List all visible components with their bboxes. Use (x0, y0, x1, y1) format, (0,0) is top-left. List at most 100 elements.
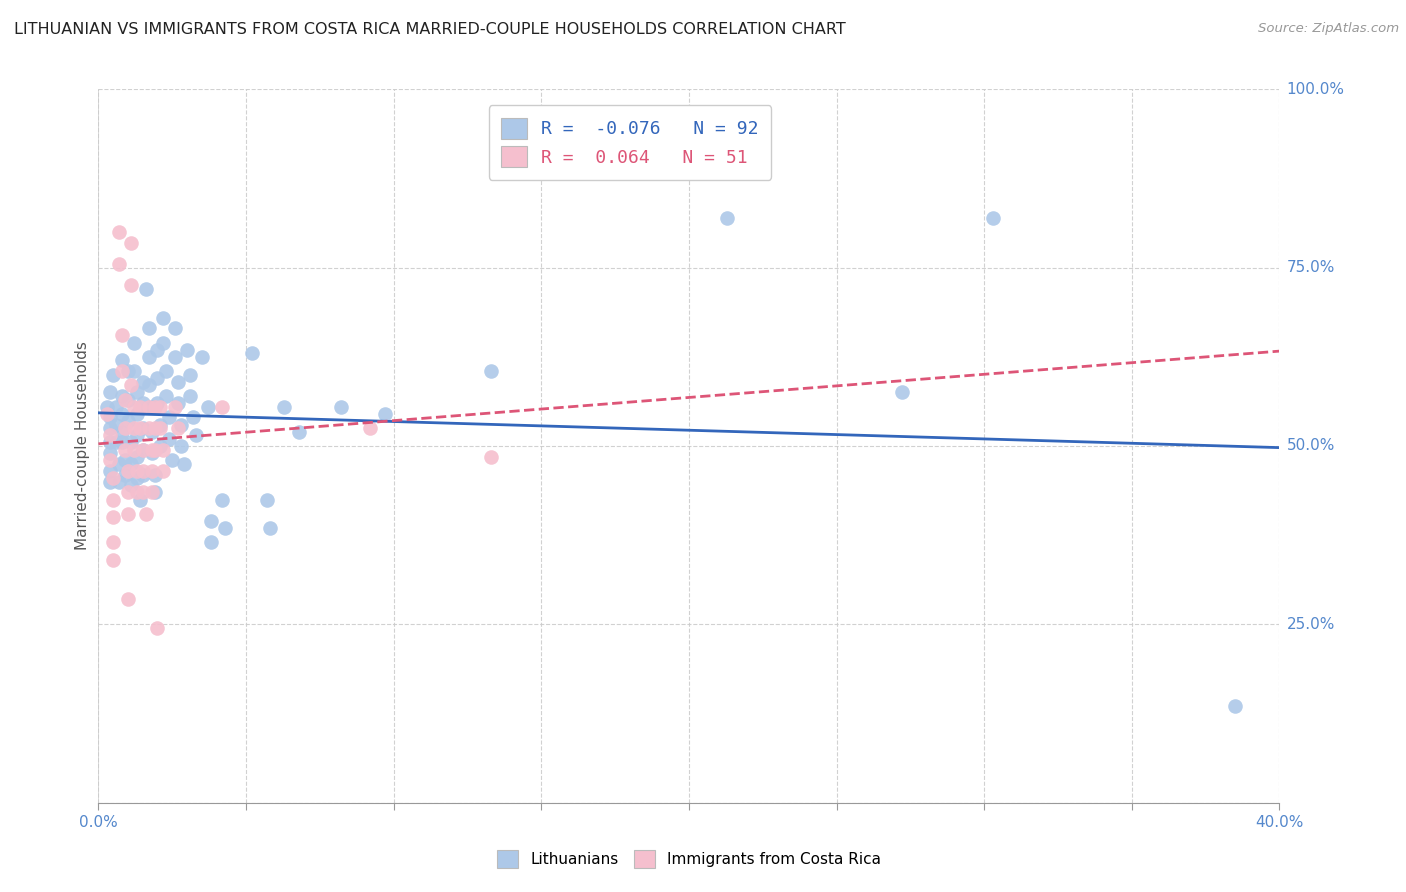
Point (132, 396, 155, 410)
Point (120, 278, 142, 293)
Point (157, 410, 180, 425)
Point (329, 400, 352, 414)
Point (613, 146, 636, 161)
Point (167, 396, 190, 410)
Point (105, 435, 128, 450)
Point (120, 235, 142, 250)
Point (170, 439, 193, 453)
Point (114, 421, 136, 435)
Point (120, 478, 142, 492)
Point (138, 421, 160, 435)
Point (117, 507, 139, 521)
Point (122, 364, 145, 378)
Point (179, 389, 201, 403)
Point (105, 400, 128, 414)
Point (143, 400, 166, 414)
Point (273, 400, 295, 414)
Point (98, 446, 121, 460)
Point (981, 211, 1004, 225)
Point (98, 385, 121, 400)
Point (114, 392, 136, 407)
Point (138, 321, 160, 335)
Point (117, 414, 139, 428)
Point (114, 467, 136, 482)
Y-axis label: Married-couple Households: Married-couple Households (75, 342, 90, 550)
Point (479, 450, 502, 464)
Point (165, 321, 187, 335)
Point (117, 392, 139, 407)
Point (117, 485, 139, 500)
Point (98, 421, 121, 435)
Point (125, 407, 148, 421)
Point (108, 257, 131, 271)
Point (96, 400, 118, 414)
Point (108, 225, 131, 239)
Point (141, 400, 163, 414)
Point (155, 389, 177, 403)
Point (132, 442, 155, 457)
Point (132, 467, 155, 482)
Point (479, 364, 502, 378)
Point (120, 457, 142, 471)
Point (149, 421, 172, 435)
Point (155, 364, 177, 378)
Point (111, 389, 134, 403)
Point (103, 368, 125, 382)
Point (132, 421, 155, 435)
Point (96, 407, 118, 421)
Point (374, 407, 396, 421)
Point (98, 428, 121, 442)
Point (191, 350, 214, 364)
Point (114, 442, 136, 457)
Legend: Lithuanians, Immigrants from Costa Rica: Lithuanians, Immigrants from Costa Rica (489, 843, 889, 875)
Point (152, 310, 174, 325)
Point (132, 375, 155, 389)
Point (1223, 699, 1246, 714)
Point (184, 428, 207, 442)
Point (165, 400, 187, 414)
Point (125, 485, 148, 500)
Point (197, 400, 219, 414)
Point (211, 492, 233, 507)
Point (146, 371, 169, 385)
Point (170, 417, 193, 432)
Point (111, 435, 134, 450)
Text: 75.0%: 75.0% (1286, 260, 1334, 275)
Point (214, 521, 236, 535)
Text: LITHUANIAN VS IMMIGRANTS FROM COSTA RICA MARRIED-COUPLE HOUSEHOLDS CORRELATION C: LITHUANIAN VS IMMIGRANTS FROM COSTA RICA… (14, 22, 846, 37)
Text: 25.0%: 25.0% (1286, 617, 1334, 632)
Point (108, 457, 131, 471)
Point (211, 400, 233, 414)
Point (98, 464, 121, 478)
Text: 100.0%: 100.0% (1286, 82, 1344, 96)
Point (117, 464, 139, 478)
Point (103, 471, 125, 485)
Point (167, 375, 190, 389)
Point (111, 425, 134, 439)
Point (716, 211, 738, 225)
Point (200, 514, 222, 528)
Point (256, 492, 278, 507)
Point (138, 378, 160, 392)
Point (117, 364, 139, 378)
Point (128, 421, 150, 435)
Point (138, 400, 160, 414)
Point (122, 421, 145, 435)
Point (149, 417, 172, 432)
Point (132, 485, 155, 500)
Point (173, 457, 195, 471)
Point (103, 510, 125, 524)
Point (179, 368, 201, 382)
Point (152, 335, 174, 350)
Point (149, 439, 172, 453)
Point (125, 450, 148, 464)
Point (98, 435, 121, 450)
Point (122, 442, 145, 457)
Point (143, 442, 166, 457)
Point (141, 485, 163, 500)
Point (146, 621, 169, 635)
Point (176, 343, 198, 357)
Point (128, 400, 150, 414)
Point (141, 425, 163, 439)
Text: Source: ZipAtlas.com: Source: ZipAtlas.com (1258, 22, 1399, 36)
